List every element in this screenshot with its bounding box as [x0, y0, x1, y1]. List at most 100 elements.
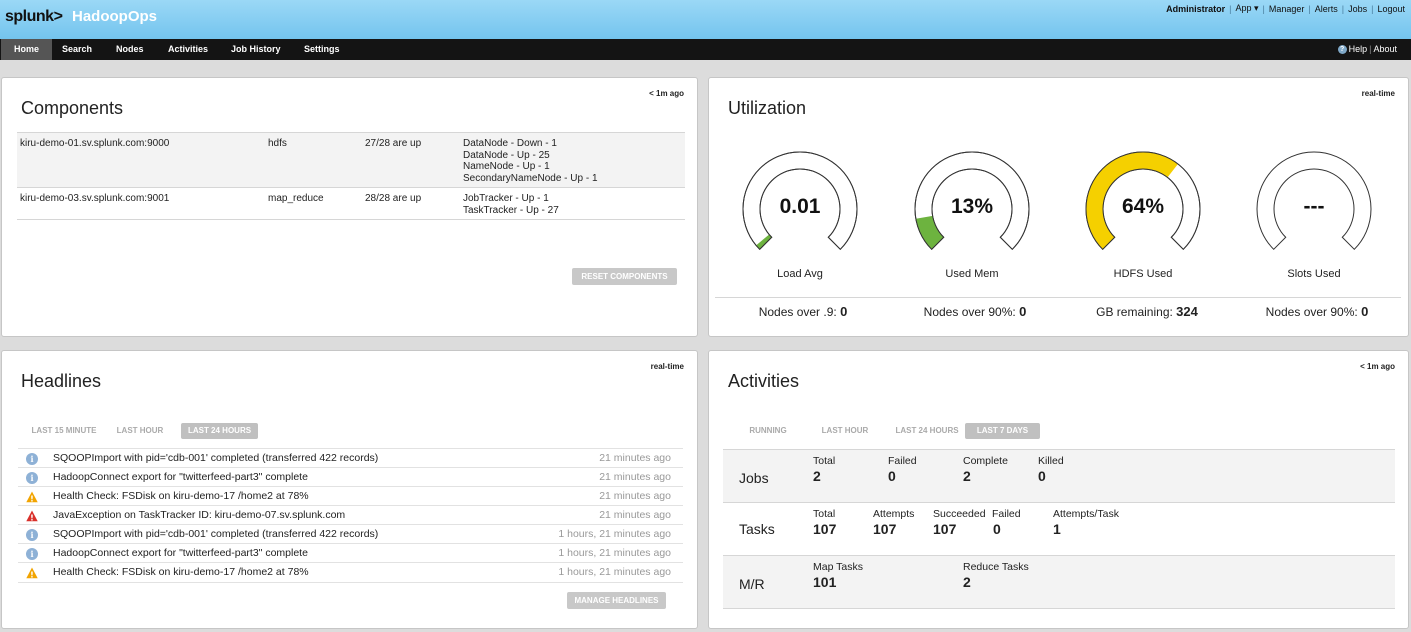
tab-last-24-hours[interactable]: LAST 24 HOURS	[895, 426, 959, 435]
jobs-label: Jobs	[739, 470, 769, 486]
jobs-complete: Complete 2	[963, 455, 1008, 484]
manage-headlines-button[interactable]: MANAGE HEADLINES	[567, 592, 666, 609]
nav-search[interactable]: Search	[62, 44, 93, 54]
components-updated: < 1m ago	[649, 89, 684, 98]
error-icon: !	[26, 510, 38, 522]
mr-reduce-tasks: Reduce Tasks 2	[963, 561, 1029, 590]
headline-time: 21 minutes ago	[599, 452, 671, 464]
component-statuses: DataNode - Down - 1 DataNode - Up - 25 N…	[463, 138, 598, 184]
warning-icon: !	[26, 567, 38, 579]
cell-value: 101	[813, 574, 837, 590]
table-row: kiru-demo-03.sv.splunk.com:9001 map_redu…	[17, 187, 685, 220]
stat-value: 0	[1019, 304, 1027, 319]
cell-label: Failed	[992, 508, 1021, 520]
help-link[interactable]: Help	[1348, 44, 1368, 54]
help-icon[interactable]: ?	[1337, 45, 1347, 54]
headline-text: HadoopConnect export for "twitterfeed-pa…	[53, 471, 308, 483]
tab-last-24-hours[interactable]: LAST 24 HOURS	[181, 423, 258, 439]
reset-components-button[interactable]: RESET COMPONENTS	[572, 268, 677, 285]
info-icon: i	[26, 472, 38, 484]
jobs-section: Jobs Total 2 Failed 0 Complete 2 Killed …	[723, 449, 1395, 503]
tab-last-hour[interactable]: LAST HOUR	[821, 426, 869, 435]
tab-running[interactable]: RUNNING	[749, 426, 787, 435]
cell-label: Total	[813, 455, 836, 467]
list-item[interactable]: ! Health Check: FSDisk on kiru-demo-17 /…	[18, 486, 683, 506]
stat-label: Nodes over .9:	[758, 305, 837, 319]
nav-job-history[interactable]: Job History	[231, 44, 281, 54]
user-links: Administrator | App ▾ | Manager | Alerts…	[1166, 3, 1405, 14]
logout-link[interactable]: Logout	[1377, 3, 1405, 14]
warning-icon: !	[26, 491, 38, 503]
nodes-over-mem-stat: Nodes over 90%: 0	[890, 304, 1060, 319]
cell-label: Attempts/Task	[1053, 508, 1119, 520]
cell-value: 0	[888, 468, 896, 484]
tasks-attempts: Attempts 107	[873, 508, 914, 537]
list-item[interactable]: i HadoopConnect export for "twitterfeed-…	[18, 543, 683, 563]
list-item[interactable]: i SQOOPImport with pid='cdb-001' complet…	[18, 524, 683, 544]
mr-section: M/R Map Tasks 101 Reduce Tasks 2	[723, 555, 1395, 609]
nav-home[interactable]: Home	[1, 39, 53, 60]
stat-value: 324	[1176, 304, 1198, 319]
tasks-attempts-per-task: Attempts/Task 1	[1053, 508, 1119, 537]
hdfs-used-gauge: 64% HDFS Used	[1084, 150, 1202, 290]
utilization-title: Utilization	[728, 98, 807, 118]
help-about: ? Help | About	[1337, 39, 1397, 60]
cell-value: 1	[1053, 521, 1061, 537]
cell-label: Failed	[888, 455, 917, 467]
cell-label: Attempts	[873, 508, 915, 520]
divider	[715, 297, 1401, 298]
nav-settings[interactable]: Settings	[304, 44, 340, 54]
nav-activities[interactable]: Activities	[168, 44, 209, 54]
about-link[interactable]: About	[1373, 44, 1397, 54]
headline-text: JavaException on TaskTracker ID: kiru-de…	[53, 509, 346, 521]
splunk-logo[interactable]: splunk>	[5, 8, 63, 25]
gauge-label: Used Mem	[945, 268, 999, 280]
status-line: JobTracker - Up - 1	[463, 193, 549, 204]
headline-time: 1 hours, 21 minutes ago	[558, 547, 671, 559]
cell-value: 107	[873, 521, 897, 537]
jobs-link[interactable]: Jobs	[1348, 3, 1368, 14]
headline-text: SQOOPImport with pid='cdb-001' completed…	[53, 452, 379, 464]
gauge-fill	[1086, 151, 1178, 249]
nav-nodes[interactable]: Nodes	[116, 44, 144, 54]
tasks-total: Total 107	[813, 508, 836, 537]
cell-value: 2	[963, 574, 971, 590]
component-type: map_reduce	[268, 193, 324, 204]
list-item[interactable]: i HadoopConnect export for "twitterfeed-…	[18, 467, 683, 487]
manager-link[interactable]: Manager	[1268, 3, 1305, 14]
alerts-link[interactable]: Alerts	[1314, 3, 1338, 14]
tab-last-7-days[interactable]: LAST 7 DAYS	[965, 423, 1040, 439]
list-item[interactable]: ! Health Check: FSDisk on kiru-demo-17 /…	[18, 562, 683, 583]
slots-used-gauge: --- Slots Used	[1255, 150, 1373, 290]
list-item[interactable]: i SQOOPImport with pid='cdb-001' complet…	[18, 448, 683, 468]
headline-text: Health Check: FSDisk on kiru-demo-17 /ho…	[53, 490, 309, 502]
status-line: SecondaryNameNode - Up - 1	[463, 172, 598, 184]
gauge-track	[1256, 151, 1372, 251]
app-name[interactable]: HadoopOps	[72, 8, 157, 25]
gauge-dial	[1256, 151, 1372, 251]
component-statuses: JobTracker - Up - 1 TaskTracker - Up - 2…	[463, 193, 559, 216]
gauge-fill	[915, 215, 944, 249]
headline-text: Health Check: FSDisk on kiru-demo-17 /ho…	[53, 566, 309, 578]
nav-bar: Home Search Nodes Activities Job History…	[0, 39, 1411, 60]
utilization-updated: real-time	[1361, 89, 1395, 98]
gauge-label: HDFS Used	[1113, 268, 1173, 280]
tab-last-15-minute[interactable]: LAST 15 MINUTE	[31, 426, 97, 435]
cell-value: 107	[933, 521, 957, 537]
cell-label: Killed	[1038, 455, 1064, 467]
tab-last-hour[interactable]: LAST HOUR	[116, 426, 164, 435]
info-icon: i	[26, 529, 38, 541]
component-summary: 28/28 are up	[365, 193, 422, 204]
mr-label: M/R	[739, 576, 765, 592]
cell-label: Complete	[963, 455, 1008, 467]
components-panel: Components < 1m ago kiru-demo-01.sv.splu…	[1, 77, 698, 337]
user-name: Administrator	[1166, 3, 1226, 14]
gauge-dial	[742, 151, 858, 251]
stat-label: GB remaining:	[1096, 305, 1173, 319]
gb-remaining-stat: GB remaining: 324	[1062, 304, 1232, 319]
list-item[interactable]: ! JavaException on TaskTracker ID: kiru-…	[18, 505, 683, 525]
info-icon: i	[26, 548, 38, 560]
app-menu-link[interactable]: App ▾	[1235, 3, 1259, 13]
cell-label: Reduce Tasks	[963, 561, 1029, 573]
cell-label: Succeeded	[933, 508, 986, 520]
